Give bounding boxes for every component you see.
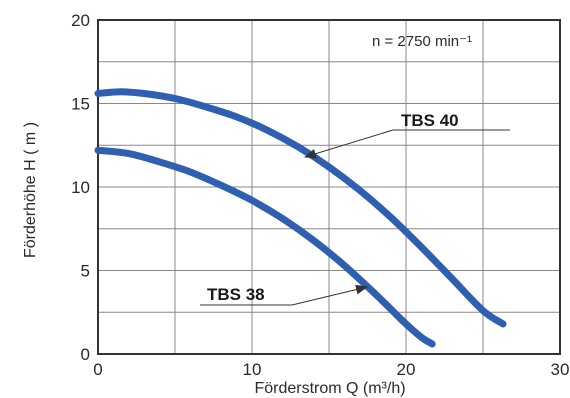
plot-frame (97, 19, 561, 355)
y-tick-0: 0 (81, 345, 90, 364)
axes (97, 19, 561, 355)
tbs-38-pointer (291, 284, 368, 306)
series-label-tbs-38: TBS 38 (207, 285, 265, 304)
grid (98, 20, 560, 354)
y-tick-10: 10 (71, 178, 90, 197)
x-tick-20: 20 (397, 360, 416, 379)
series-lines (94, 88, 507, 348)
y-tick-5: 5 (81, 262, 90, 281)
tbs-40-pointer (304, 129, 394, 159)
y-tick-20: 20 (71, 11, 90, 30)
series-line-tbs-40 (94, 88, 507, 328)
x-axis-label: Förderstrom Q (m³/h) (254, 380, 405, 397)
series-pointers (200, 129, 510, 306)
x-tick-10: 10 (243, 360, 262, 379)
y-axis-label: Förderhöhe H ( m ) (22, 122, 39, 258)
x-tick-0: 0 (93, 360, 102, 379)
y-tick-15: 15 (71, 95, 90, 114)
tick-labels: 0 10 20 30 0 5 10 15 20 (71, 11, 569, 379)
series-label-tbs-40: TBS 40 (401, 111, 459, 130)
x-tick-30: 30 (551, 360, 570, 379)
speed-annotation: n = 2750 min⁻¹ (372, 33, 472, 50)
series-line-tbs-38 (94, 146, 436, 348)
